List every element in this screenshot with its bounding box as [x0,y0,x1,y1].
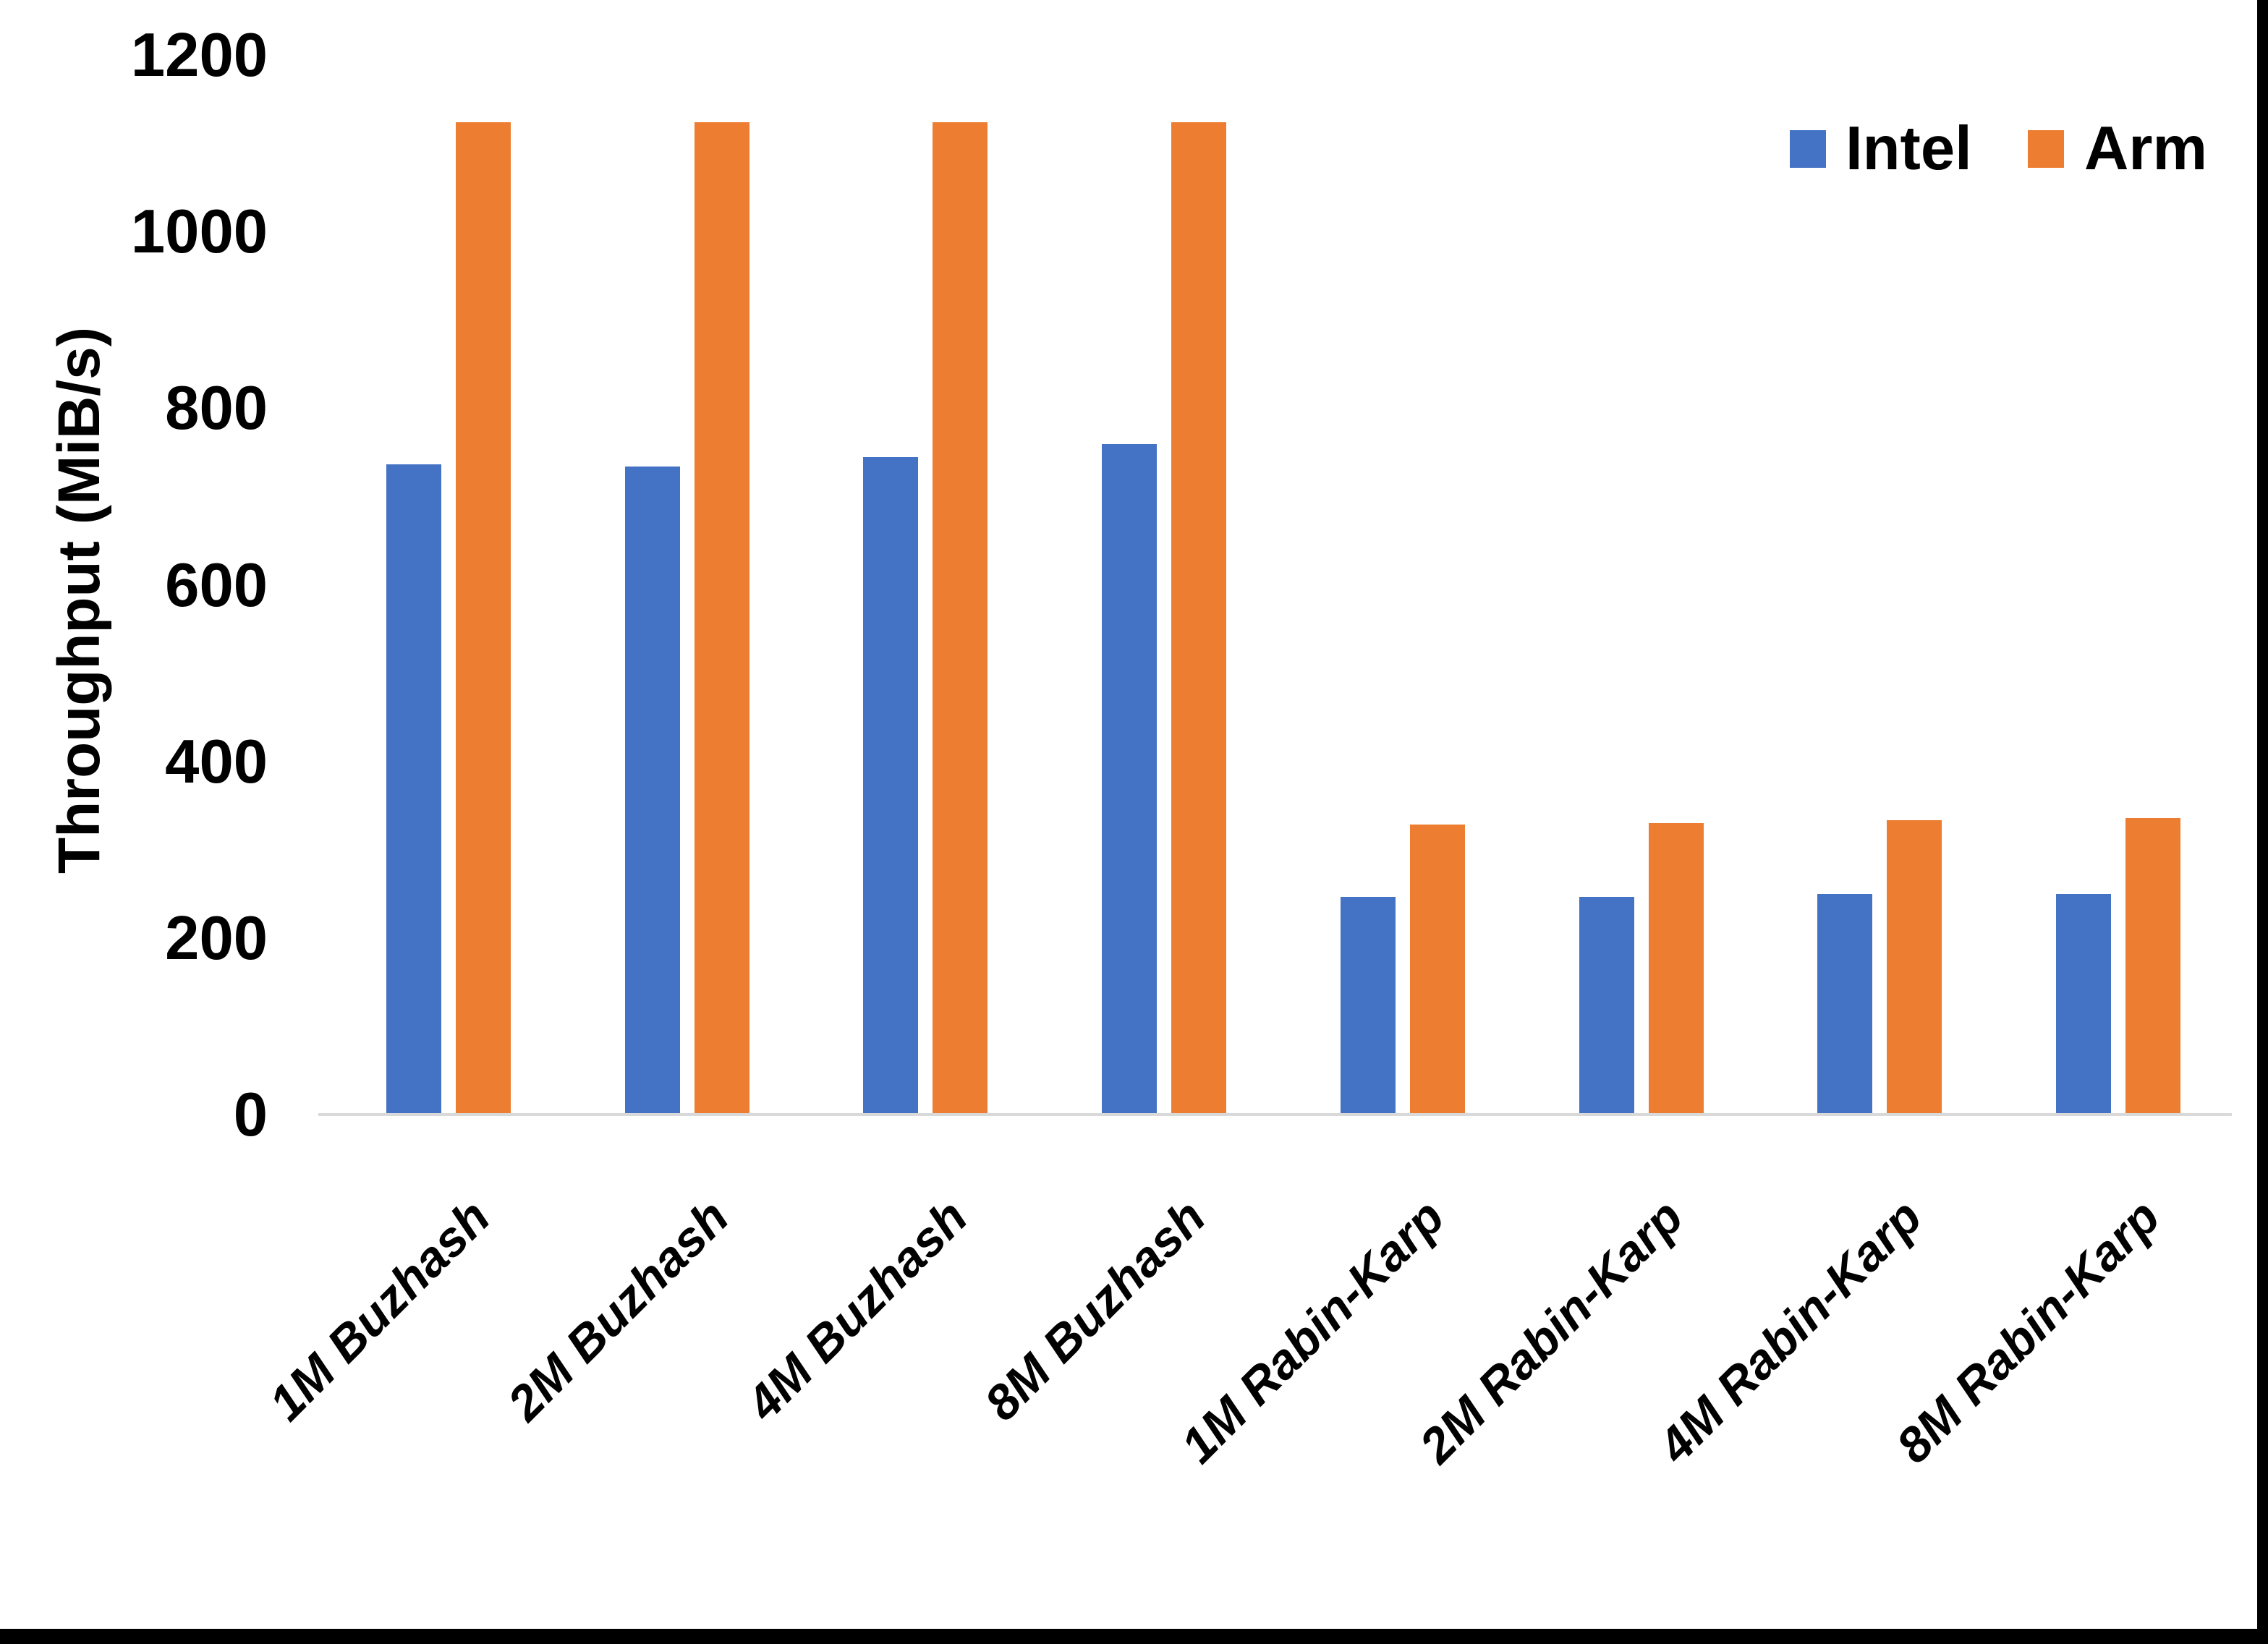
y-tick-1200: 1200 [130,21,268,90]
page-edge-right [2257,0,2268,1644]
x-category-label-4m-buzhash: 4M Buzhash [736,1189,978,1431]
bar-intel-4m-buzhash [863,457,919,1115]
y-tick-200: 200 [165,903,268,973]
bar-arm-4m-buzhash [933,122,988,1115]
y-tick-400: 400 [165,727,268,796]
bar-intel-8m-rabin-karp [2056,894,2112,1115]
bar-arm-2m-buzhash [694,122,749,1115]
x-category-label-8m-buzhash: 8M Buzhash [974,1189,1217,1431]
page-edge-bottom [0,1629,2268,1644]
bar-intel-1m-buzhash [386,464,441,1115]
bar-arm-2m-rabin-karp [1648,823,1704,1115]
x-category-label-8m-rabin-karp: 8M Rabin-Karp [1886,1189,2171,1474]
legend-swatch-arm [2028,130,2064,168]
bar-arm-1m-rabin-karp [1409,825,1465,1115]
x-category-label-1m-buzhash: 1M Buzhash [258,1189,501,1431]
legend-label-intel: Intel [1846,114,1972,183]
x-category-label-2m-buzhash: 2M Buzhash [497,1189,739,1431]
y-axis-title: Throughput (MiB/s) [46,326,112,874]
x-axis-line [318,1113,2232,1116]
bar-intel-2m-buzhash [624,467,680,1115]
y-tick-0: 0 [233,1081,268,1149]
bar-intel-8m-buzhash [1102,444,1158,1115]
legend-label-arm: Arm [2084,114,2208,183]
bar-intel-2m-rabin-karp [1579,897,1634,1115]
bar-arm-8m-rabin-karp [2125,818,2181,1115]
y-tick-800: 800 [165,374,268,443]
legend-swatch-intel [1790,130,1826,168]
bar-arm-8m-buzhash [1171,122,1227,1115]
x-category-label-2m-rabin-karp: 2M Rabin-Karp [1409,1189,1694,1474]
y-tick-600: 600 [165,550,268,620]
bar-arm-4m-rabin-karp [1887,820,1942,1115]
bar-arm-1m-buzhash [455,122,511,1115]
bar-intel-1m-rabin-karp [1340,897,1396,1115]
x-category-label-1m-rabin-karp: 1M Rabin-Karp [1170,1189,1455,1474]
y-tick-1000: 1000 [130,197,268,267]
bar-intel-4m-rabin-karp [1817,894,1873,1115]
